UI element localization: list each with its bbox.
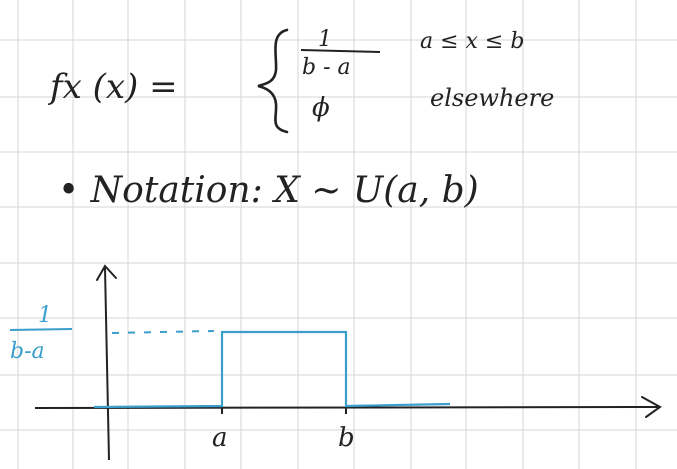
- y-axis-arrowhead: [96, 264, 117, 281]
- case2-value: ϕ: [312, 93, 330, 123]
- height-label-numerator: 1: [38, 303, 52, 328]
- piecewise-brace: [257, 28, 289, 134]
- height-label-denominator: b-a: [10, 339, 45, 364]
- case1-condition: a ≤ x ≤ b: [420, 29, 524, 54]
- case2-condition: elsewhere: [430, 84, 554, 112]
- pdf-curve: [93, 330, 451, 409]
- height-label-bar: [9, 328, 73, 331]
- x-axis: [34, 406, 661, 409]
- notation-line: • Notation: X ~ U(a, b): [58, 170, 479, 211]
- tick-b-label: b: [338, 423, 355, 453]
- tick-a-label: a: [212, 423, 228, 453]
- case1-denominator: b - a: [302, 55, 351, 80]
- case1-numerator: 1: [318, 27, 332, 52]
- case1-fraction-bar: [300, 49, 381, 53]
- height-dashed-line: [111, 330, 215, 334]
- x-axis-arrowhead: [641, 396, 662, 418]
- pdf-formula: fx (x) = 1 b - a a ≤ x ≤ b ϕ elsewhere: [47, 27, 554, 134]
- uniform-pdf-graph: a b 1 b-a: [9, 264, 662, 461]
- pdf-lhs: fx (x) =: [47, 67, 178, 107]
- y-axis: [104, 267, 110, 461]
